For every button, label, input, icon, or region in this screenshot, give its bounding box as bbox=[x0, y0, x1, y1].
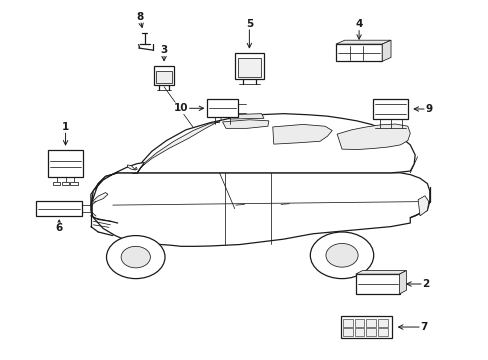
Bar bbox=[61, 181, 69, 185]
Polygon shape bbox=[91, 163, 144, 205]
Bar bbox=[154, 66, 174, 85]
Polygon shape bbox=[382, 40, 390, 61]
Text: 6: 6 bbox=[56, 224, 62, 233]
Polygon shape bbox=[417, 196, 428, 216]
Bar bbox=[70, 181, 78, 185]
Circle shape bbox=[106, 235, 164, 279]
Polygon shape bbox=[132, 114, 414, 173]
Bar bbox=[366, 319, 375, 327]
Polygon shape bbox=[335, 40, 390, 44]
Bar bbox=[354, 328, 364, 336]
Bar bbox=[355, 274, 399, 294]
Bar bbox=[372, 99, 407, 119]
Bar bbox=[354, 319, 364, 327]
Bar bbox=[340, 316, 391, 338]
Polygon shape bbox=[91, 173, 429, 246]
Bar bbox=[36, 201, 82, 216]
Bar bbox=[48, 150, 83, 177]
Polygon shape bbox=[137, 122, 220, 173]
Text: 1: 1 bbox=[62, 122, 69, 132]
Text: 8: 8 bbox=[136, 12, 143, 22]
Polygon shape bbox=[222, 120, 268, 129]
Bar bbox=[343, 319, 352, 327]
Bar bbox=[377, 319, 387, 327]
Bar bbox=[53, 181, 60, 185]
Polygon shape bbox=[228, 114, 264, 119]
Text: 3: 3 bbox=[160, 45, 167, 55]
Bar bbox=[335, 44, 382, 61]
Text: 9: 9 bbox=[425, 104, 431, 114]
Polygon shape bbox=[92, 193, 108, 202]
Text: 5: 5 bbox=[245, 19, 252, 29]
Polygon shape bbox=[336, 124, 409, 149]
Text: 2: 2 bbox=[422, 279, 428, 289]
Bar bbox=[377, 328, 387, 336]
Polygon shape bbox=[127, 165, 137, 170]
Bar bbox=[237, 58, 261, 77]
Text: 7: 7 bbox=[419, 322, 427, 332]
Text: 4: 4 bbox=[355, 19, 362, 30]
Bar bbox=[207, 99, 237, 117]
Polygon shape bbox=[355, 271, 406, 274]
Bar bbox=[234, 53, 264, 80]
Bar bbox=[156, 71, 171, 83]
Polygon shape bbox=[399, 271, 406, 294]
Circle shape bbox=[310, 232, 373, 279]
Circle shape bbox=[121, 246, 150, 268]
Bar bbox=[343, 328, 352, 336]
Text: 10: 10 bbox=[174, 103, 188, 113]
Polygon shape bbox=[272, 125, 331, 144]
Circle shape bbox=[325, 243, 357, 267]
Bar bbox=[366, 328, 375, 336]
